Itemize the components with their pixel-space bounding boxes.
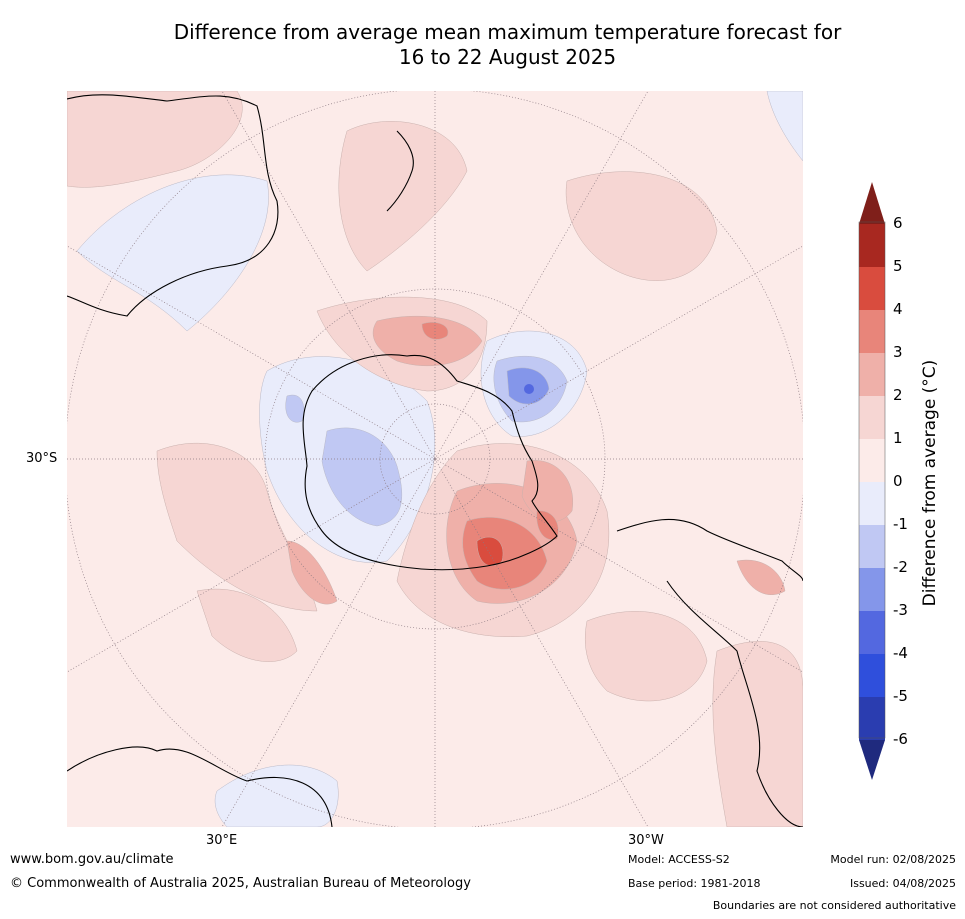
colorbar-label: Difference from average (°C) — [920, 359, 940, 607]
copyright-text: © Commonwealth of Australia 2025, Austra… — [10, 876, 471, 891]
anomaly-pos-region — [196, 588, 298, 662]
colorbar-segment — [859, 353, 885, 397]
coastlines — [67, 94, 803, 827]
colorbar-tick-label: 3 — [893, 343, 903, 361]
colorbar-tick-label: -1 — [893, 515, 908, 533]
boundary-disclaimer: Boundaries are not considered authoritat… — [712, 899, 956, 912]
website-link[interactable]: www.bom.gov.au/climate — [10, 852, 174, 867]
anomaly-pos-region — [462, 517, 548, 590]
new-zealand-coastline — [386, 130, 414, 212]
map-title: Difference from average mean maximum tem… — [0, 20, 965, 70]
colorbar-segment — [859, 525, 885, 569]
anomaly-pos-region — [584, 611, 708, 702]
anomaly-neg-region — [285, 394, 305, 423]
lat-label-30s: 30°S — [26, 451, 58, 466]
colorbar-segment — [859, 224, 885, 268]
anomaly-neg-core — [524, 384, 534, 394]
colorbar-extend-bottom — [859, 740, 885, 780]
anomaly-pos-region — [565, 171, 718, 281]
anomaly-pos-region — [712, 641, 803, 827]
colorbar-tick-label: 2 — [893, 386, 903, 404]
south-america-east-coastline — [666, 580, 803, 827]
colorbar-segment — [859, 482, 885, 526]
colorbar-tick-label: 4 — [893, 300, 903, 318]
south-america-coastline — [616, 518, 803, 582]
colorbar-segment — [859, 611, 885, 655]
colorbar-segment — [859, 654, 885, 698]
anomaly-pos-region — [736, 559, 786, 595]
colorbar-tick-label: -4 — [893, 644, 908, 662]
model-name: Model: ACCESS-S2 — [628, 853, 730, 866]
anomaly-neg-region — [321, 427, 403, 527]
graticule — [67, 91, 803, 827]
colorbar-tick-label: 0 — [893, 472, 903, 490]
australia-coastline — [67, 94, 279, 317]
anomaly-pos-region — [338, 121, 468, 272]
colorbar-segment — [859, 267, 885, 311]
anomaly-neg-region — [766, 91, 803, 162]
colorbar — [858, 182, 886, 780]
anomaly-pos-region — [67, 91, 243, 188]
title-line-2: 16 to 22 August 2025 — [398, 45, 617, 69]
antarctica-coastline — [302, 354, 558, 571]
colorbar-tick-label: 6 — [893, 214, 903, 232]
colorbar-tick-label: 1 — [893, 429, 903, 447]
africa-coastline — [67, 746, 333, 827]
colorbar-segment — [859, 396, 885, 440]
model-run-date: Model run: 02/08/2025 — [830, 853, 956, 866]
colorbar-extend-top — [859, 182, 885, 224]
anomaly-pos-region — [156, 443, 318, 612]
colorbar-tick-label: 5 — [893, 257, 903, 275]
colorbar-tick-label: -5 — [893, 687, 908, 705]
polar-map — [67, 91, 803, 827]
colorbar-segments — [859, 182, 885, 780]
lon-label-30w: 30°W — [628, 833, 664, 848]
colorbar-tick-label: -6 — [893, 730, 908, 748]
lon-label-30e: 30°E — [206, 833, 238, 848]
anomaly-neg-region — [76, 174, 269, 332]
issued-date: Issued: 04/08/2025 — [849, 877, 956, 890]
colorbar-segment — [859, 439, 885, 483]
colorbar-segment — [859, 310, 885, 354]
anomaly-pos-region — [536, 510, 559, 541]
base-period: Base period: 1981-2018 — [628, 877, 761, 890]
colorbar-segment — [859, 697, 885, 741]
anomaly-pos-region — [476, 536, 504, 566]
anomaly-pos-region — [421, 322, 449, 340]
colorbar-segment — [859, 568, 885, 612]
anomaly-pos-region — [372, 316, 483, 366]
title-line-1: Difference from average mean maximum tem… — [173, 20, 842, 44]
colorbar-tick-label: -3 — [893, 601, 908, 619]
colorbar-tick-label: -2 — [893, 558, 908, 576]
